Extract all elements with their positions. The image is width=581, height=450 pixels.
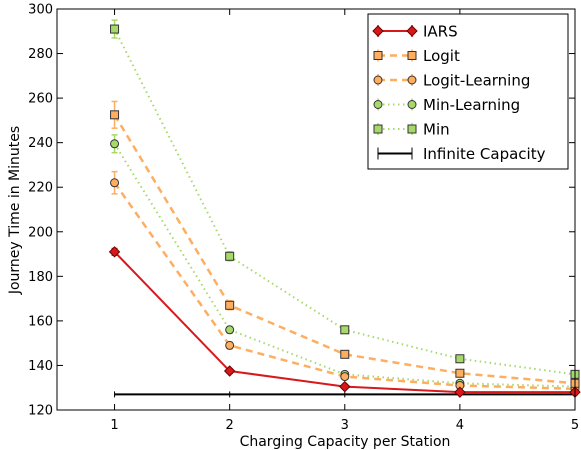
legend-marker [407, 124, 417, 134]
data-point [340, 325, 350, 335]
legend-marker [406, 25, 418, 37]
y-tick-label: 180 [28, 270, 53, 285]
data-point [108, 246, 121, 258]
legend-label: Infinite Capacity [423, 145, 546, 163]
y-axis-label: Journey Time in Minutes [7, 126, 23, 295]
legend-item-5: Infinite Capacity [377, 145, 546, 163]
series-1 [110, 100, 580, 388]
data-point [225, 300, 235, 310]
y-tick-label: 120 [28, 404, 53, 419]
y-tick-label: 260 [28, 92, 53, 107]
x-axis-label: Charging Capacity per Station [240, 434, 451, 450]
y-tick-label: 240 [28, 136, 53, 151]
data-point [223, 365, 236, 377]
legend-item-4: Min [373, 121, 450, 139]
legend-marker [373, 124, 383, 134]
legend-item-2: Logit-Learning [373, 72, 530, 90]
data-point [455, 368, 465, 378]
y-tick-label: 300 [28, 3, 53, 18]
legend: IARS Logit Logit-Learning Min-Learning Min In… [367, 13, 569, 170]
legend-marker [373, 51, 383, 60]
y-tick-label: 220 [28, 181, 53, 196]
series-line [113, 143, 576, 388]
x-tick-label: 5 [571, 418, 579, 433]
legend-marker [407, 100, 417, 109]
legend-label: Min-Learning [423, 96, 520, 114]
y-tick-label: 200 [28, 225, 53, 240]
plot-frame [56, 8, 576, 411]
x-tick-label: 3 [341, 418, 349, 433]
legend-marker [373, 75, 383, 85]
legend-marker [372, 25, 384, 37]
series-layer [108, 19, 581, 398]
data-point [225, 325, 235, 335]
legend-item-1: Logit [373, 47, 460, 65]
legend-marker [373, 100, 383, 109]
legend-box [367, 13, 569, 170]
x-tick-label: 2 [226, 418, 234, 433]
legend-marker [407, 75, 417, 85]
data-point [340, 372, 350, 382]
legend-item-0: IARS [372, 23, 458, 41]
legend-item-3: Min-Learning [373, 96, 520, 114]
y-tick-label: 160 [28, 314, 53, 329]
legend-label: Logit [423, 47, 460, 65]
data-point [110, 178, 120, 188]
legend-label: Logit-Learning [423, 72, 530, 90]
legend-marker [407, 51, 417, 60]
series-line [113, 114, 576, 385]
data-point [110, 24, 120, 34]
x-tick-label: 1 [110, 418, 118, 433]
legend-label: IARS [423, 23, 458, 41]
axes-layer: 1 2 3 4 5 120 140 160 180 200 220 240 260 280 300 [28, 3, 579, 434]
data-point [340, 349, 350, 359]
series-4 [110, 19, 580, 379]
y-tick-label: 140 [28, 359, 53, 374]
y-tick-label: 280 [28, 47, 53, 62]
legend-label: Min [423, 121, 450, 139]
data-point [110, 110, 120, 120]
data-point [110, 139, 120, 149]
x-tick-label: 4 [456, 418, 464, 433]
data-point [225, 340, 235, 350]
series-0 [108, 246, 581, 398]
data-point [339, 380, 351, 393]
data-point [455, 354, 465, 364]
data-point [225, 251, 235, 261]
data-point [454, 386, 466, 398]
